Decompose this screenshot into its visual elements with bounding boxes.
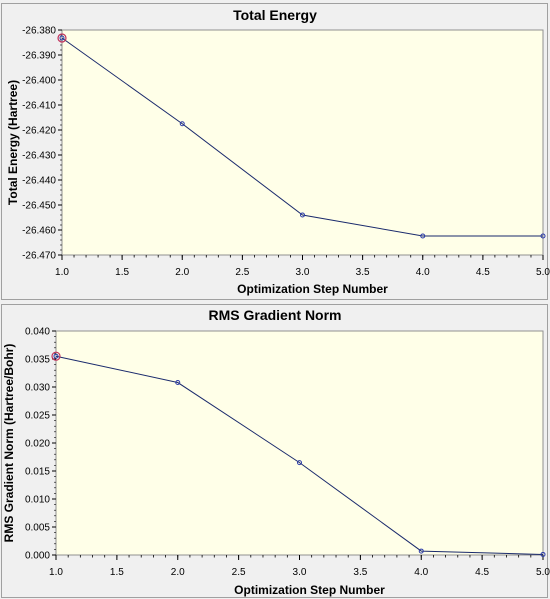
y-tick-label: -26.470 bbox=[22, 251, 56, 262]
y-tick-label: -26.420 bbox=[22, 126, 56, 137]
x-tick-label: 4.5 bbox=[475, 567, 489, 578]
data-point[interactable] bbox=[418, 548, 424, 554]
series-line bbox=[55, 355, 544, 555]
y-tick-label: 0.005 bbox=[25, 523, 50, 534]
plot-area bbox=[61, 29, 544, 256]
y-tick-label: -26.390 bbox=[22, 51, 56, 62]
data-point[interactable] bbox=[297, 460, 302, 466]
x-axis-title: Optimization Step Number bbox=[237, 282, 388, 296]
y-tick-label: 0.000 bbox=[25, 551, 50, 562]
data-point[interactable] bbox=[540, 551, 546, 557]
x-tick-label: 4.0 bbox=[416, 267, 430, 278]
y-tick-label: 0.025 bbox=[25, 411, 50, 422]
chart-title: Total Energy bbox=[233, 7, 317, 23]
data-point[interactable] bbox=[53, 353, 59, 359]
data-point[interactable] bbox=[179, 121, 185, 127]
x-tick-label: 3.0 bbox=[293, 567, 307, 578]
x-tick-label: 3.5 bbox=[356, 267, 370, 278]
plot-area bbox=[55, 330, 544, 556]
y-tick-label: 0.035 bbox=[25, 355, 50, 366]
y-tick-label: 0.010 bbox=[25, 495, 50, 506]
y-tick-label: -26.440 bbox=[22, 176, 56, 187]
y-tick-label: -26.380 bbox=[22, 26, 56, 37]
x-tick-label: 5.0 bbox=[536, 567, 550, 578]
x-tick-label: 4.0 bbox=[414, 567, 428, 578]
data-point[interactable] bbox=[59, 35, 65, 41]
y-tick-label: 0.020 bbox=[25, 439, 50, 450]
selected-point-marker bbox=[57, 33, 67, 43]
y-tick-label: -26.450 bbox=[22, 201, 56, 212]
y-tick-label: 0.030 bbox=[25, 383, 50, 394]
data-point[interactable] bbox=[175, 380, 181, 386]
selected-point-marker bbox=[51, 351, 61, 361]
y-tick-label: -26.410 bbox=[22, 101, 56, 112]
data-point[interactable] bbox=[420, 233, 426, 239]
x-tick-label: 3.0 bbox=[296, 267, 310, 278]
y-tick-label: -26.400 bbox=[22, 76, 56, 87]
chart-title: RMS Gradient Norm bbox=[208, 307, 341, 323]
y-tick-label: 0.015 bbox=[25, 467, 50, 478]
x-tick-label: 2.5 bbox=[232, 567, 246, 578]
series-line bbox=[61, 37, 543, 237]
x-tick-label: 5.0 bbox=[536, 267, 550, 278]
data-point[interactable] bbox=[540, 233, 546, 239]
x-tick-label: 4.5 bbox=[476, 267, 490, 278]
y-axis-title: RMS Gradient Norm (Hartree/Bohr) bbox=[2, 344, 16, 543]
chart-panel-frame bbox=[1, 3, 548, 300]
x-tick-label: 2.0 bbox=[175, 267, 189, 278]
x-tick-label: 1.0 bbox=[49, 567, 63, 578]
chart-1: RMS Gradient Norm 1.0 1.5 2.0 2.5 3.0 3.5 4.0 4.… bbox=[1, 304, 550, 598]
y-axis-title: Total Energy (Hartree) bbox=[6, 80, 20, 205]
x-tick-label: 1.0 bbox=[55, 267, 69, 278]
x-tick-label: 1.5 bbox=[110, 567, 124, 578]
x-axis-title: Optimization Step Number bbox=[234, 583, 385, 597]
chart-panel-frame bbox=[1, 304, 548, 598]
y-tick-label: 0.040 bbox=[25, 327, 50, 338]
x-tick-label: 3.5 bbox=[353, 567, 367, 578]
y-tick-label: -26.430 bbox=[22, 151, 56, 162]
x-tick-label: 2.5 bbox=[235, 267, 249, 278]
data-point[interactable] bbox=[300, 212, 305, 218]
x-tick-label: 2.0 bbox=[171, 567, 185, 578]
y-tick-label: -26.460 bbox=[22, 226, 56, 237]
chart-0: Total Energy 1.0 1.5 2.0 2.5 3.0 3.5 4.0 4.5 5.0 -… bbox=[1, 3, 550, 300]
x-tick-label: 1.5 bbox=[115, 267, 129, 278]
